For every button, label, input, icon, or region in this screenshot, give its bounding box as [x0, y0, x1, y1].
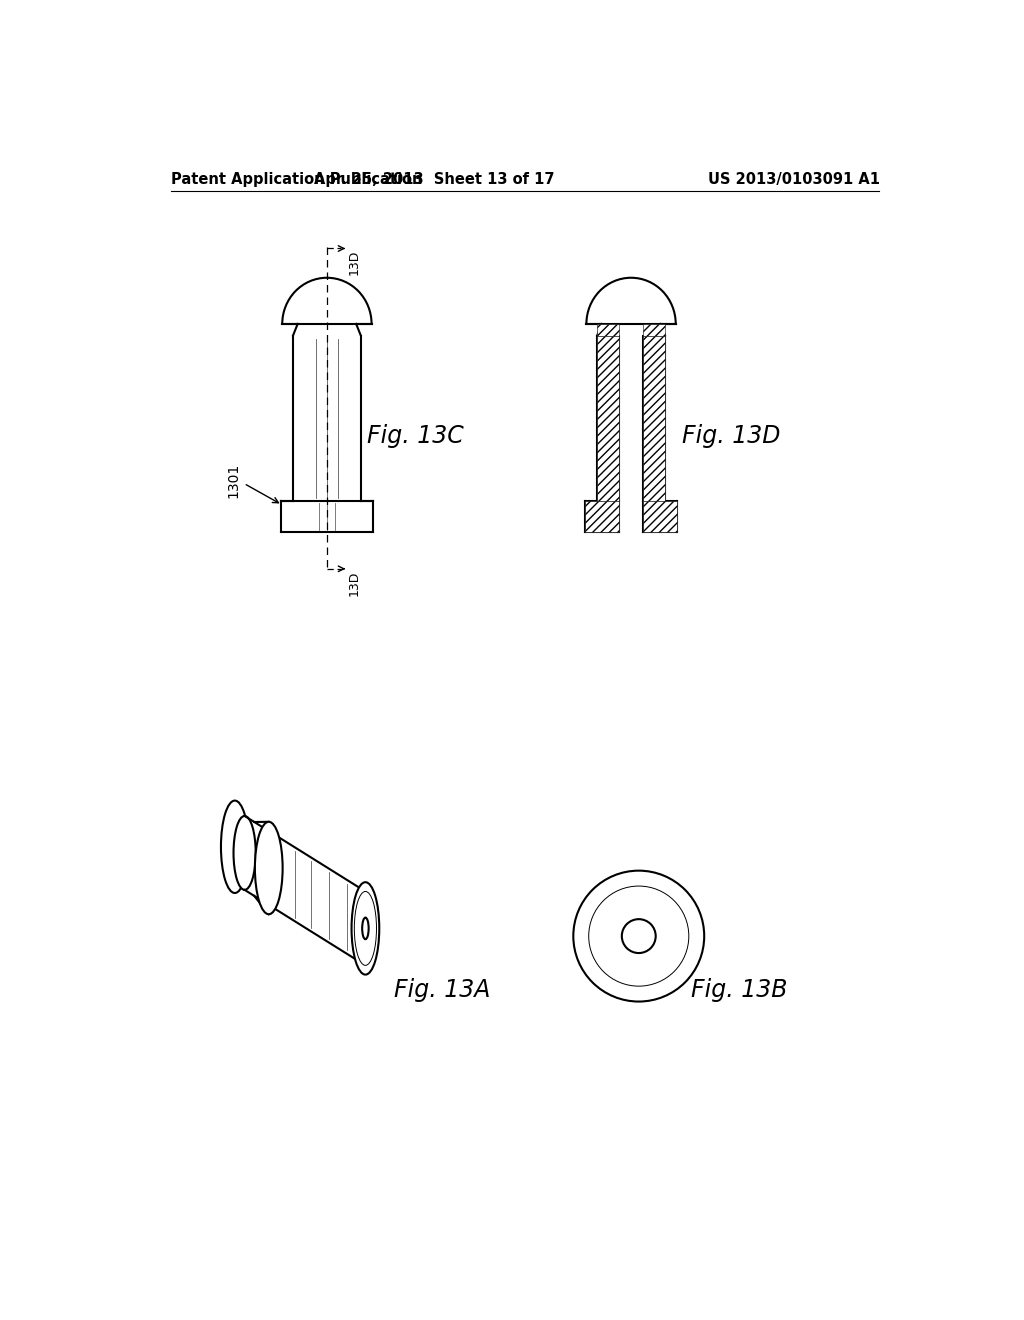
Bar [597, 335, 618, 502]
Text: Apr. 25, 2013  Sheet 13 of 17: Apr. 25, 2013 Sheet 13 of 17 [314, 173, 555, 187]
Text: 13D: 13D [348, 570, 360, 595]
Bar [597, 323, 618, 335]
Text: 1301: 1301 [226, 462, 241, 498]
Bar [643, 335, 665, 502]
Text: Fig. 13A: Fig. 13A [394, 978, 490, 1002]
Ellipse shape [233, 816, 256, 890]
Bar [643, 323, 665, 335]
Text: Fig. 13B: Fig. 13B [690, 978, 787, 1002]
Ellipse shape [351, 882, 379, 974]
Text: US 2013/0103091 A1: US 2013/0103091 A1 [708, 173, 880, 187]
Text: Fig. 13C: Fig. 13C [367, 424, 464, 447]
Text: Patent Application Publication: Patent Application Publication [171, 173, 422, 187]
Ellipse shape [255, 822, 283, 915]
Text: 13D: 13D [348, 249, 360, 276]
Bar [643, 502, 677, 532]
Text: Fig. 13D: Fig. 13D [682, 424, 780, 447]
Bar [585, 502, 618, 532]
